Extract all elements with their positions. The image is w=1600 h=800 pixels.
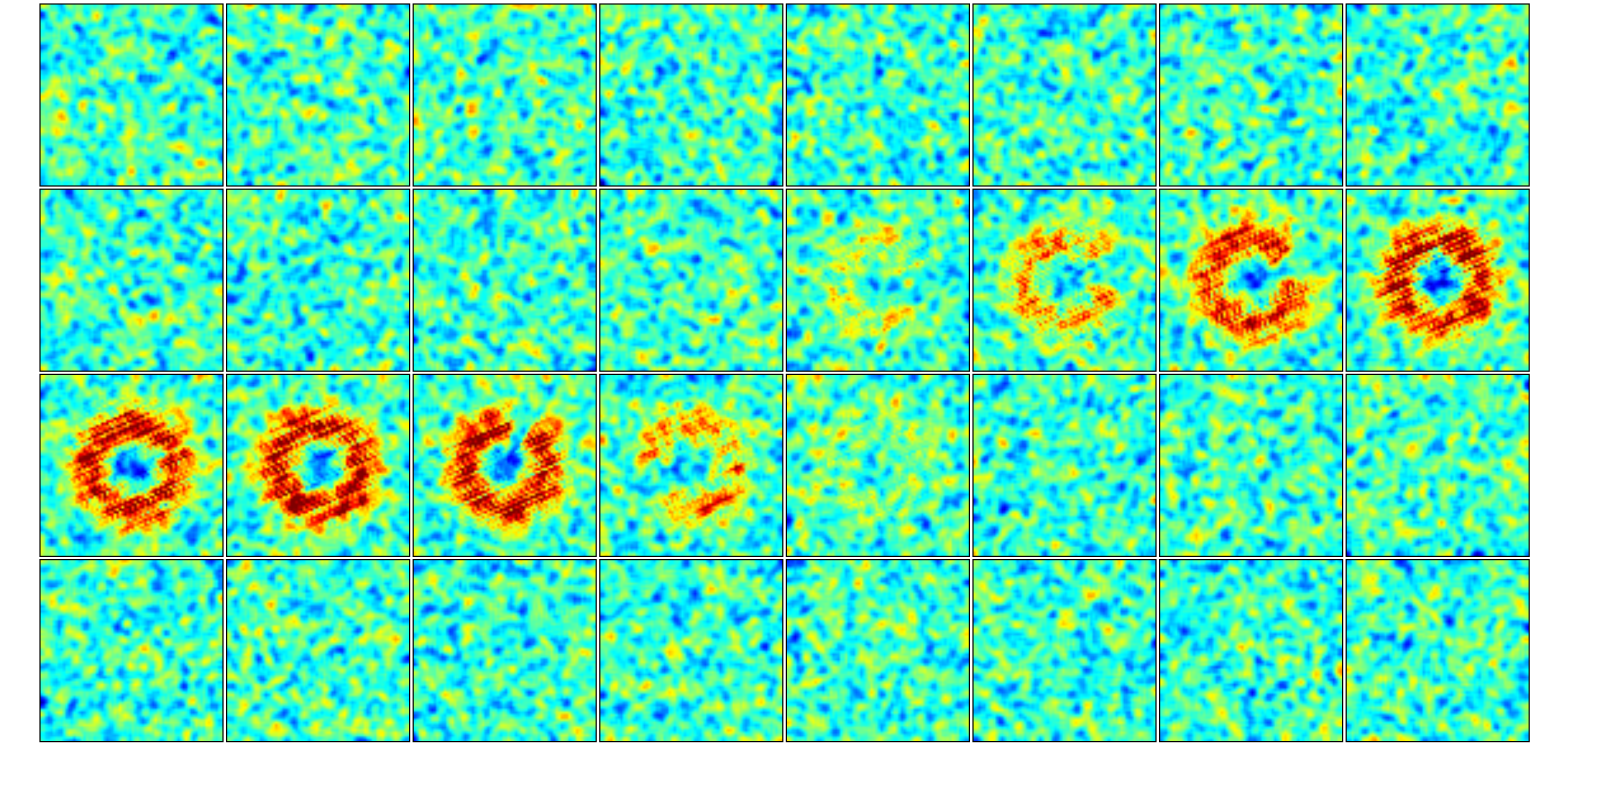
tile-image [1346, 559, 1530, 742]
tile-image [40, 559, 223, 742]
tile-border [972, 3, 1157, 187]
montage-tile [412, 558, 597, 743]
tile-image [599, 374, 783, 557]
montage-tile [785, 3, 971, 187]
tile-image [226, 374, 410, 557]
tile-image [599, 189, 783, 372]
tile-border [39, 3, 224, 187]
montage-tile [226, 558, 411, 743]
tile-image [1159, 559, 1343, 742]
montage-tile [1345, 558, 1530, 743]
montage-tile [785, 558, 971, 743]
tile-border [599, 3, 784, 187]
tile-border [39, 558, 224, 743]
tile-border [1345, 558, 1530, 743]
tile-image [973, 189, 1156, 372]
tile-border [39, 373, 224, 557]
montage-tile [226, 188, 411, 372]
tile-border [412, 188, 597, 372]
montage-tile [1345, 3, 1530, 187]
montage-tile [39, 373, 224, 557]
tile-border [785, 3, 971, 187]
montage-tile [39, 558, 224, 743]
tile-image [973, 559, 1156, 742]
tile-border [1345, 373, 1530, 557]
tile-border [226, 373, 411, 557]
montage-tile [972, 373, 1157, 557]
tile-image [786, 559, 970, 742]
montage-tile [226, 373, 411, 557]
montage-tile [785, 373, 971, 557]
tile-image [786, 189, 970, 372]
tile-border [1158, 558, 1344, 743]
montage-tile [1158, 3, 1344, 187]
tile-border [1345, 188, 1530, 372]
tile-image [413, 189, 597, 372]
montage-tile [599, 3, 784, 187]
montage-tile [1158, 373, 1344, 557]
montage-tile [972, 188, 1157, 372]
montage-tile [599, 373, 784, 557]
tile-border [972, 558, 1157, 743]
tile-image [226, 189, 410, 372]
tile-image [1159, 189, 1343, 372]
tile-border [226, 558, 411, 743]
tile-border [226, 3, 411, 187]
montage-tile [39, 3, 224, 187]
tile-border [785, 188, 971, 372]
tile-image [413, 4, 597, 186]
tile-image [1159, 4, 1343, 186]
tile-image [413, 559, 597, 742]
montage-tile [39, 188, 224, 372]
tile-image [786, 4, 970, 186]
montage-tile [226, 3, 411, 187]
tile-border [599, 558, 784, 743]
montage-tile [972, 3, 1157, 187]
tile-border [1158, 3, 1344, 187]
montage-tile [412, 188, 597, 372]
montage-tile [1158, 188, 1344, 372]
montage-tile [412, 373, 597, 557]
tile-image [40, 189, 223, 372]
tile-border [412, 558, 597, 743]
tile-border [412, 373, 597, 557]
tile-image [973, 4, 1156, 186]
tile-border [785, 373, 971, 557]
tile-border [972, 188, 1157, 372]
tile-image [599, 4, 783, 186]
tile-image [226, 4, 410, 186]
tile-border [1158, 188, 1344, 372]
montage-tile [599, 558, 784, 743]
tile-border [599, 188, 784, 372]
tile-image [40, 4, 223, 186]
tile-image [413, 374, 597, 557]
tile-border [972, 373, 1157, 557]
montage-tile [1158, 558, 1344, 743]
montage-tile [1345, 373, 1530, 557]
tile-image [786, 374, 970, 557]
tile-image [1346, 374, 1530, 557]
montage-tile [1345, 188, 1530, 372]
tile-border [1158, 373, 1344, 557]
tile-image [1159, 374, 1343, 557]
tile-image [1346, 189, 1530, 372]
tile-border [39, 188, 224, 372]
montage-tile [412, 3, 597, 187]
tile-border [1345, 3, 1530, 187]
tile-image [1346, 4, 1530, 186]
montage-tile [599, 188, 784, 372]
tile-border [412, 3, 597, 187]
tile-image [40, 374, 223, 557]
montage-tile [785, 188, 971, 372]
tile-border [599, 373, 784, 557]
montage-tile [972, 558, 1157, 743]
tile-image [599, 559, 783, 742]
tile-border [785, 558, 971, 743]
tile-image [226, 559, 410, 742]
tile-image [973, 374, 1156, 557]
tile-border [226, 188, 411, 372]
